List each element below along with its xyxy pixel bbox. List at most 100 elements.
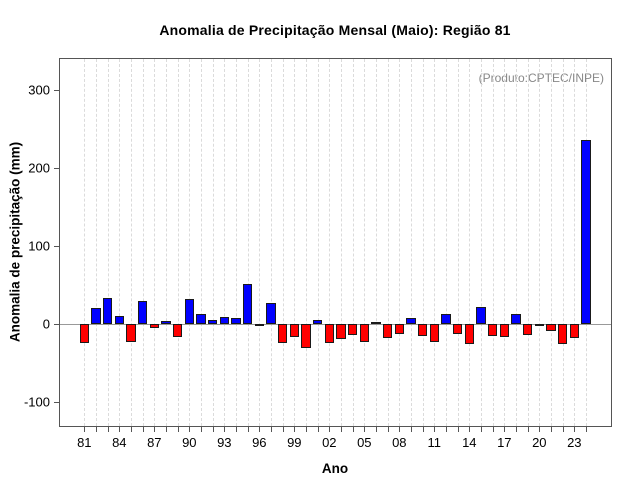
x-axis-tick <box>282 426 284 432</box>
x-axis-tick <box>96 426 97 432</box>
grid-line <box>410 59 412 426</box>
plot-area: (Produto:CPTEC/INPE) 81 84 87 90 93 96 99 02 05 0… <box>24 58 612 450</box>
anomaly-bar <box>581 140 591 324</box>
source-annotation: (Produto:CPTEC/INPE) <box>478 71 604 85</box>
anomaly-bar <box>557 323 568 344</box>
grid-line <box>539 59 541 426</box>
anomaly-bar <box>242 283 253 324</box>
y-tick-label: 0 <box>42 316 50 332</box>
x-axis-tick <box>294 426 296 432</box>
anomaly-bar <box>534 323 544 326</box>
grid-line <box>457 59 459 426</box>
grid-line <box>306 59 307 426</box>
x-axis-tick <box>119 426 121 432</box>
x-tick-label: 96 <box>252 435 267 450</box>
x-axis-tick <box>352 426 354 432</box>
x-axis-tick <box>445 426 447 432</box>
grid-line <box>550 59 552 426</box>
x-axis-tick <box>177 426 179 432</box>
grid-line <box>131 59 132 426</box>
x-tick-label: 08 <box>392 435 407 450</box>
anomaly-bar <box>126 323 136 342</box>
grid-line <box>469 59 471 426</box>
x-axis-tick <box>364 426 366 432</box>
anomaly-bar <box>231 318 241 324</box>
anomaly-bar <box>441 314 451 324</box>
x-tick-label: 17 <box>497 435 512 450</box>
grid-line <box>142 59 144 426</box>
y-axis-tick <box>54 167 60 169</box>
anomaly-bar <box>102 297 113 324</box>
x-axis-tick <box>131 426 132 432</box>
x-axis-tick <box>212 426 214 432</box>
x-axis-tick <box>562 426 564 432</box>
x-axis-tick <box>515 426 517 432</box>
x-tick-label: 99 <box>287 435 302 450</box>
grid-line <box>107 59 109 426</box>
x-axis-tick <box>341 426 342 432</box>
x-axis-tick <box>329 426 331 432</box>
grid-line <box>574 59 576 426</box>
x-axis-tick <box>387 426 389 432</box>
anomaly-bar <box>266 302 276 324</box>
x-axis-tick <box>271 426 272 432</box>
x-axis-tick <box>539 426 541 432</box>
x-axis-tick <box>317 426 319 432</box>
anomaly-bar <box>487 323 498 337</box>
x-axis-tick <box>457 426 459 432</box>
x-axis-tick <box>422 426 424 432</box>
x-axis-tick <box>399 426 401 432</box>
grid-line <box>294 59 296 426</box>
x-axis-tick <box>585 426 587 432</box>
y-axis-tick <box>54 323 60 325</box>
y-axis-tick <box>54 89 60 91</box>
x-axis-tick <box>259 426 261 432</box>
y-tick-label: 100 <box>28 238 50 254</box>
x-axis-tick <box>469 426 471 432</box>
x-axis-tick <box>306 426 307 432</box>
anomaly-bar <box>499 323 509 337</box>
grid-line <box>562 59 564 426</box>
anomaly-bar <box>394 323 404 334</box>
grid-line <box>515 59 517 426</box>
anomaly-bar <box>219 316 229 324</box>
grid-line <box>364 59 366 426</box>
grid-line <box>166 59 167 426</box>
anomaly-bar <box>429 323 439 343</box>
grid-line <box>341 59 342 426</box>
grid-line <box>445 59 447 426</box>
x-tick-label: 02 <box>322 435 337 450</box>
grid-line <box>119 59 121 426</box>
grid-line <box>177 59 179 426</box>
grid-line <box>504 59 506 426</box>
anomaly-bar <box>312 319 323 324</box>
anomaly-bar <box>289 323 299 337</box>
anomaly-bar <box>149 323 159 328</box>
grid-line <box>247 59 249 426</box>
x-axis-tick <box>574 426 576 432</box>
grid-line <box>259 59 261 426</box>
anomaly-bar <box>137 301 148 324</box>
grid-line <box>480 59 482 426</box>
anomaly-bar <box>161 320 171 324</box>
anomaly-bar <box>511 313 521 324</box>
x-axis-tick <box>434 426 436 432</box>
x-axis-tick <box>201 426 202 432</box>
anomaly-bar <box>452 323 463 334</box>
x-tick-label: 14 <box>462 435 477 450</box>
y-tick-label: -100 <box>23 394 50 410</box>
anomaly-bar <box>406 317 416 324</box>
grid-line <box>282 59 284 426</box>
anomaly-bar <box>301 323 311 348</box>
anomaly-bar <box>382 323 393 339</box>
anomaly-bar <box>91 308 101 324</box>
y-axis-tick <box>54 401 60 403</box>
x-axis-tick <box>84 426 86 432</box>
anomaly-bar <box>184 298 194 324</box>
grid-line <box>434 59 436 426</box>
x-axis-tick <box>550 426 552 432</box>
anomaly-bar <box>476 307 486 324</box>
x-tick-label: 84 <box>112 435 127 450</box>
x-axis-tick <box>247 426 249 432</box>
y-tick-label: 200 <box>28 160 50 175</box>
